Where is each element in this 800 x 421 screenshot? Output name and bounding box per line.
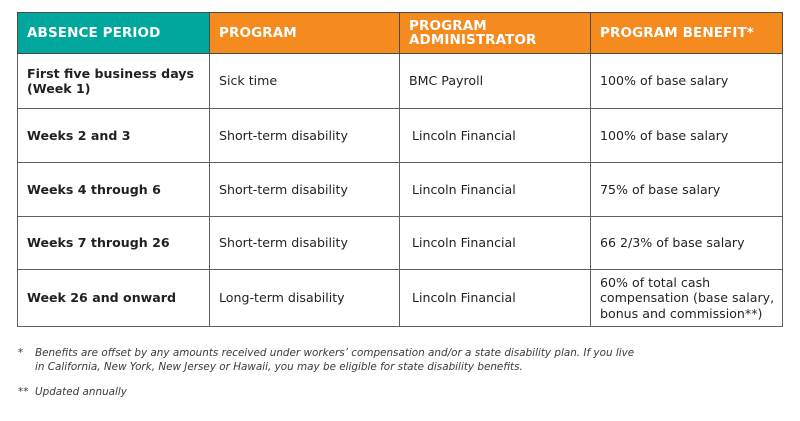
footnote-1: * Benefits are offset by any amounts rec… [18, 346, 778, 374]
cell-benefit: 75% of base salary [590, 162, 783, 217]
header-absence-period: ABSENCE PERIOD [17, 12, 210, 54]
table-row: First five business days (Week 1) Sick t… [17, 53, 783, 109]
footnotes: * Benefits are offset by any amounts rec… [18, 346, 778, 410]
cell-period: Weeks 2 and 3 [17, 108, 210, 163]
footnote-text: Updated annually [35, 386, 127, 398]
cell-administrator: Lincoln Financial [399, 216, 591, 270]
cell-period: First five business days (Week 1) [17, 53, 210, 109]
cell-program: Short-term disability [209, 216, 400, 270]
cell-benefit: 66 2/3% of base salary [590, 216, 783, 270]
cell-administrator: Lincoln Financial [399, 162, 591, 217]
header-program-administrator-label: PROGRAM ADMINISTRATOR [409, 18, 537, 48]
cell-program: Short-term disability [209, 108, 400, 163]
table-header-row: ABSENCE PERIOD PROGRAM PROGRAM ADMINISTR… [17, 12, 783, 54]
cell-administrator: Lincoln Financial [399, 269, 591, 327]
cell-benefit: 100% of base salary [590, 108, 783, 163]
cell-administrator: Lincoln Financial [399, 108, 591, 163]
cell-benefit: 60% of total cash compensation (base sal… [590, 269, 783, 327]
header-program: PROGRAM [209, 12, 400, 54]
footnote-mark: * [18, 347, 24, 359]
table-row: Weeks 2 and 3 Short-term disability Linc… [17, 108, 783, 163]
footnote-mark: ** [18, 386, 29, 398]
cell-period: Week 26 and onward [17, 269, 210, 327]
header-program-benefit: PROGRAM BENEFIT* [590, 12, 783, 54]
footnote-text: Benefits are offset by any amounts recei… [35, 347, 635, 373]
absence-benefits-table: ABSENCE PERIOD PROGRAM PROGRAM ADMINISTR… [17, 12, 783, 327]
footnote-2: ** Updated annually [18, 385, 778, 399]
header-program-administrator: PROGRAM ADMINISTRATOR [399, 12, 591, 54]
cell-period-text: First five business days (Week 1) [27, 65, 195, 97]
cell-benefit: 100% of base salary [590, 53, 783, 109]
cell-program: Long-term disability [209, 269, 400, 327]
cell-period: Weeks 7 through 26 [17, 216, 210, 270]
cell-program: Short-term disability [209, 162, 400, 217]
table-row: Weeks 4 through 6 Short-term disability … [17, 162, 783, 217]
cell-administrator: BMC Payroll [399, 53, 591, 109]
cell-period: Weeks 4 through 6 [17, 162, 210, 217]
table-row: Weeks 7 through 26 Short-term disability… [17, 216, 783, 270]
cell-program: Sick time [209, 53, 400, 109]
table-row: Week 26 and onward Long-term disability … [17, 269, 783, 327]
cell-benefit-text: 60% of total cash compensation (base sal… [600, 274, 775, 321]
